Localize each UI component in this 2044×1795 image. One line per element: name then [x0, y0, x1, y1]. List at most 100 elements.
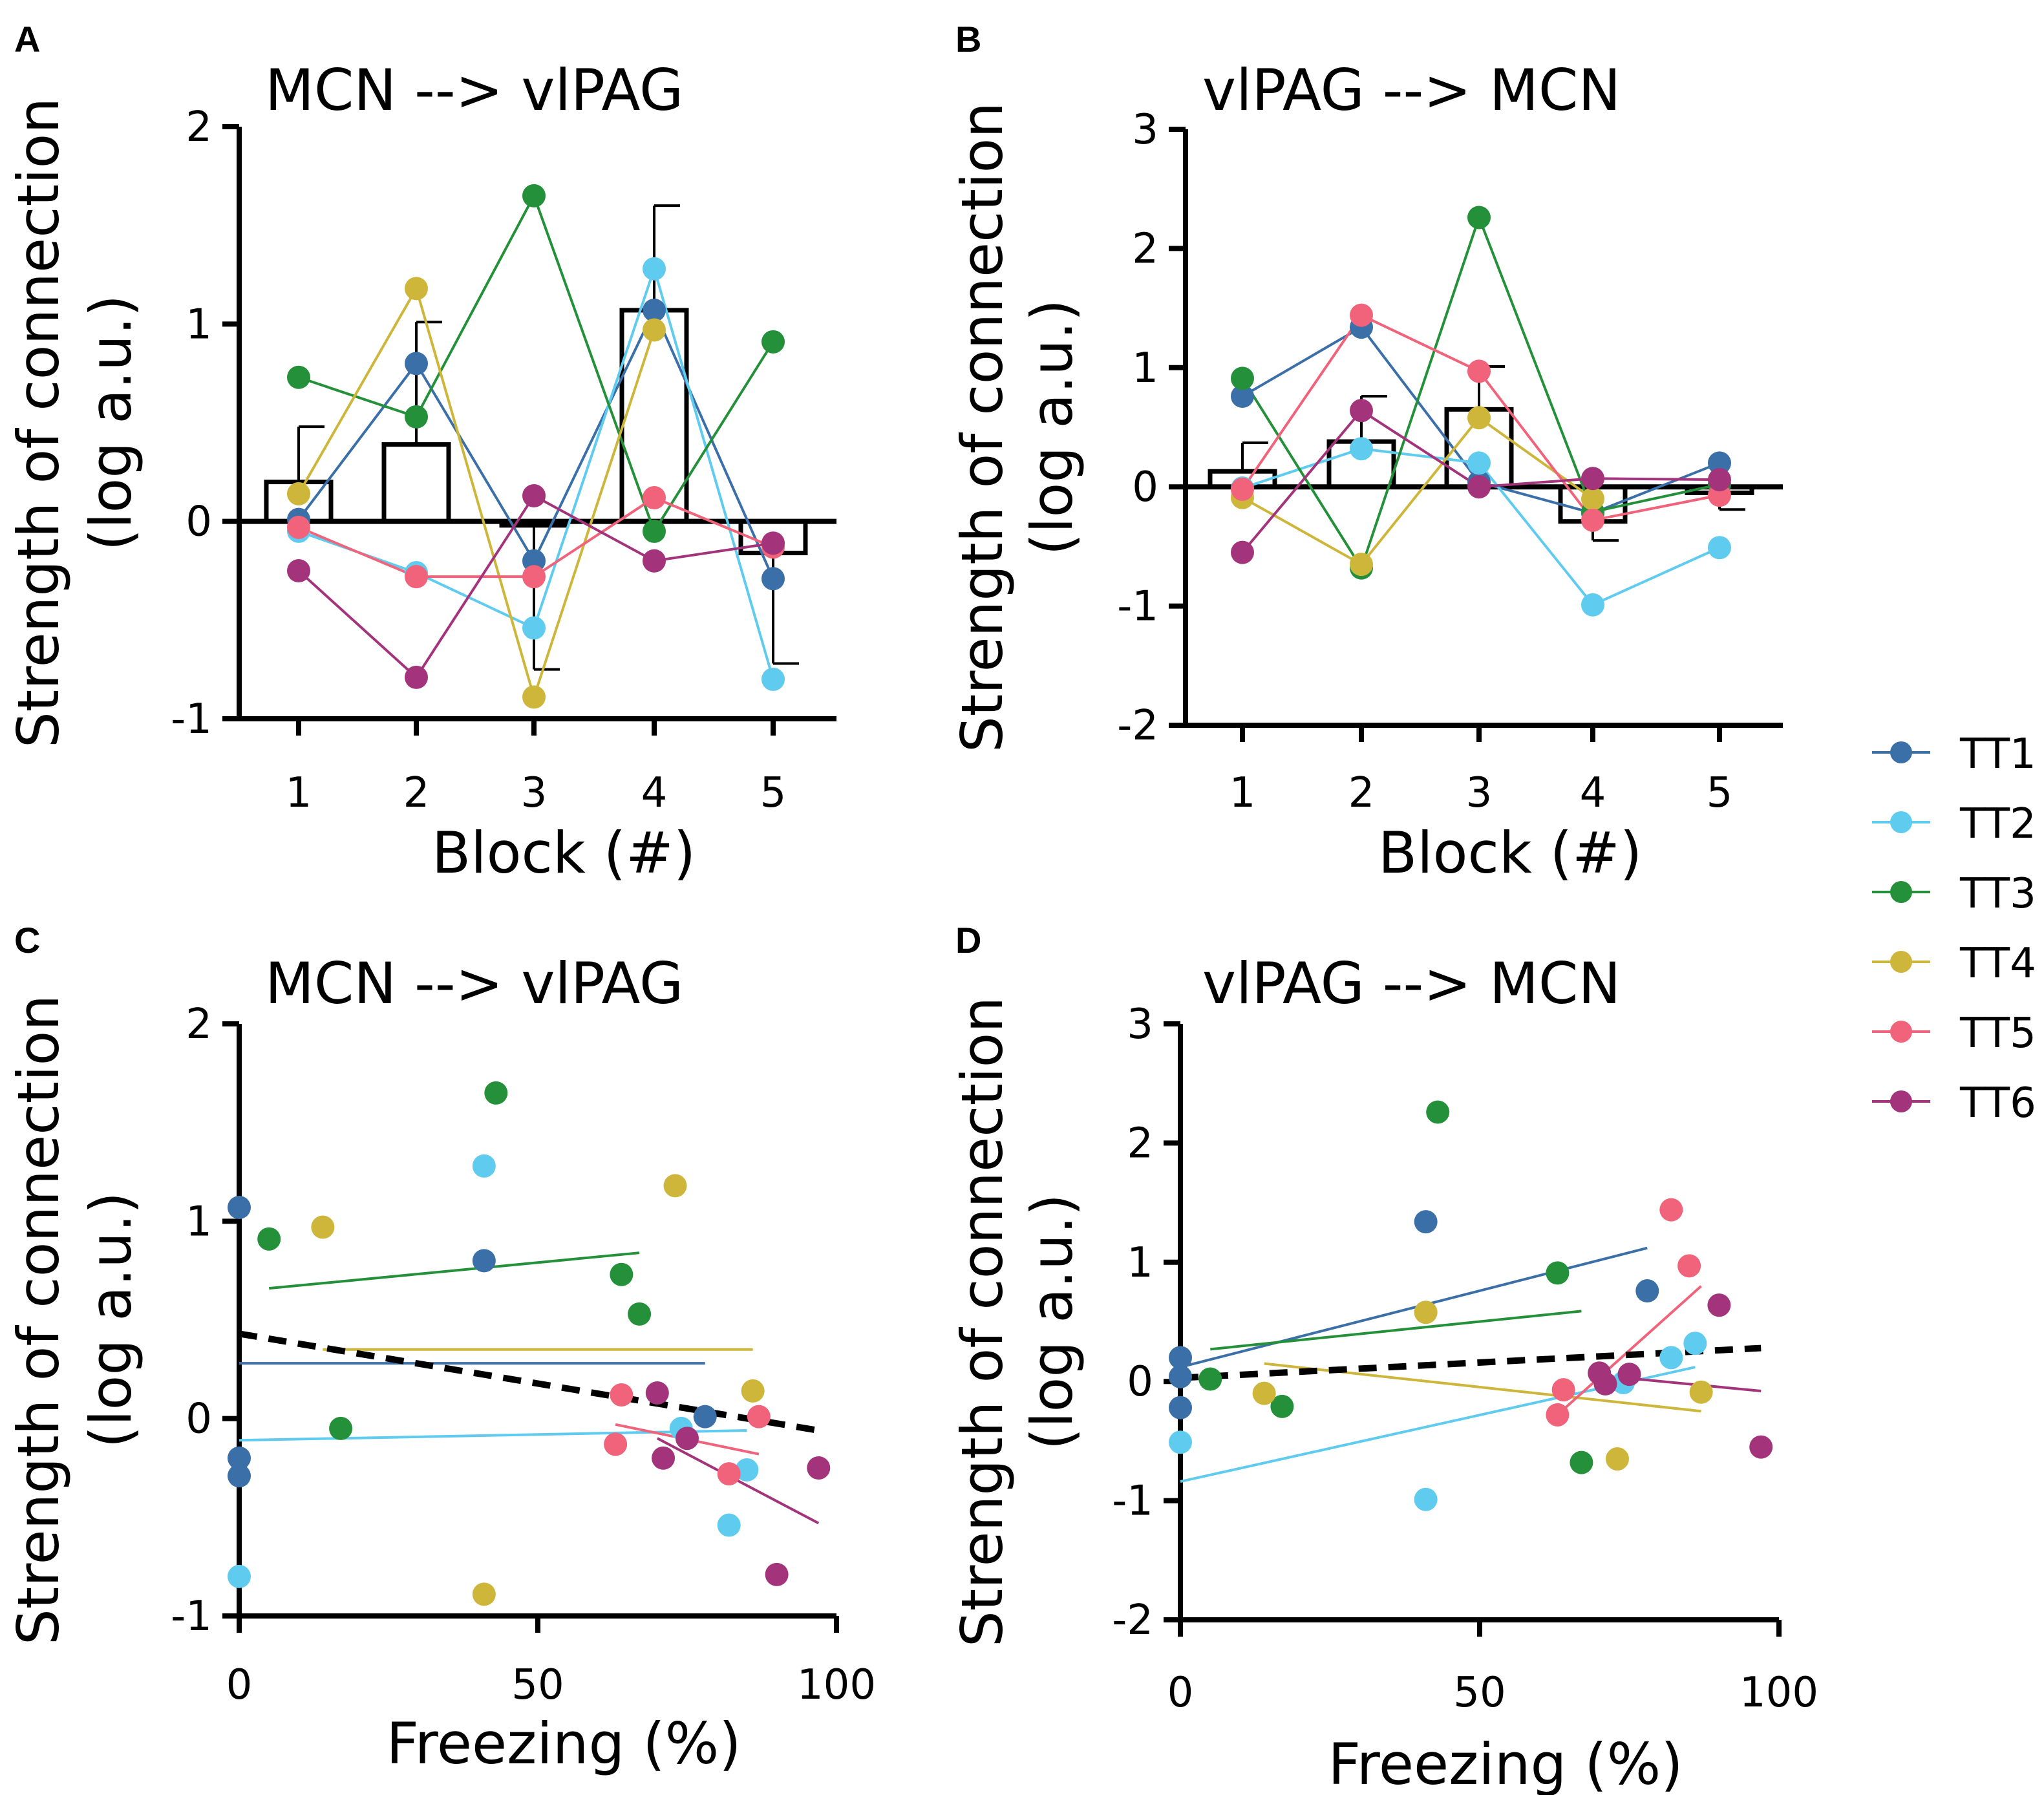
x-tick-label: 1 [286, 769, 312, 817]
data-point-tt3 [761, 330, 785, 354]
panel-letter: C [14, 920, 40, 961]
overall-fit-line [239, 1330, 820, 1434]
y-axis-subtitle: (log a.u.) [78, 1192, 144, 1448]
data-point-tt3 [610, 1262, 633, 1286]
data-point-tt2 [522, 616, 546, 640]
data-point-tt1 [228, 1446, 251, 1470]
y-tick-label: -2 [1117, 702, 1158, 750]
data-point-tt2 [1467, 451, 1491, 475]
y-axis-subtitle: (log a.u.) [1019, 299, 1085, 555]
data-point-tt3 [287, 365, 310, 389]
x-tick-label: 4 [641, 769, 668, 817]
data-point-tt3 [1546, 1261, 1570, 1285]
series-line-tt1 [297, 307, 774, 580]
series-line-tt4 [1242, 416, 1594, 566]
x-tick-label: 2 [403, 769, 430, 817]
data-point-tt1 [1708, 451, 1731, 475]
data-point-tt4 [1414, 1301, 1438, 1324]
data-point-tt1 [1414, 1210, 1438, 1234]
data-point-tt2 [1708, 536, 1731, 560]
data-point-tt3 [522, 184, 546, 207]
legend-marker-tt2 [1890, 811, 1912, 833]
legend-label-tt3: TT3 [1959, 870, 2036, 918]
x-tick-label: 2 [1348, 769, 1375, 817]
data-point-tt1 [228, 1464, 251, 1488]
data-point-tt1 [405, 352, 428, 376]
data-point-tt5 [610, 1383, 633, 1407]
data-point-tt3 [1231, 366, 1254, 390]
data-point-tt5 [1677, 1254, 1701, 1278]
data-point-tt6 [1593, 1372, 1617, 1396]
x-tick-label: 4 [1580, 769, 1606, 817]
data-point-tt4 [405, 277, 428, 301]
data-point-tt1 [472, 1249, 496, 1273]
panel-letter: B [955, 19, 981, 59]
y-tick-label: 2 [186, 1001, 212, 1048]
panel-letter: D [955, 920, 981, 961]
fit-line-tt5 [1557, 1285, 1702, 1416]
data-point-tt6 [1231, 540, 1254, 564]
data-point-tt3 [1198, 1367, 1222, 1391]
y-tick-label: 2 [1127, 1120, 1153, 1167]
data-point-tt2 [761, 667, 785, 691]
data-point-tt5 [717, 1462, 741, 1486]
y-tick-label: 1 [1127, 1239, 1153, 1287]
data-point-tt1 [1169, 1396, 1192, 1419]
y-axis-title: Strength of connection [5, 995, 72, 1645]
y-tick-label: 0 [1127, 1358, 1153, 1406]
x-tick-label: 100 [1740, 1669, 1818, 1717]
data-point-tt3 [329, 1416, 353, 1440]
x-tick-label: 50 [511, 1661, 564, 1709]
x-tick-label: 0 [226, 1661, 253, 1709]
data-point-tt2 [1169, 1430, 1192, 1454]
y-tick-label: -1 [1112, 1478, 1153, 1525]
data-point-tt3 [484, 1081, 508, 1105]
legend-label-tt1: TT1 [1959, 730, 2036, 778]
y-tick-label: 2 [186, 103, 212, 151]
data-point-tt2 [228, 1564, 251, 1588]
fit-line-tt3 [269, 1251, 640, 1290]
data-point-tt3 [257, 1227, 281, 1251]
chart-title: MCN --> vlPAG [265, 950, 683, 1017]
data-point-tt4 [522, 685, 546, 709]
fit-line-tt3 [1210, 1310, 1582, 1351]
legend-label-tt2: TT2 [1959, 800, 2036, 848]
data-point-tt6 [1617, 1363, 1641, 1386]
data-point-tt3 [1467, 206, 1491, 229]
legend-label-tt5: TT5 [1959, 1010, 2036, 1057]
y-tick-label: -1 [171, 1593, 212, 1641]
y-tick-label: -1 [1117, 583, 1158, 631]
data-point-tt5 [405, 565, 428, 589]
series-line-tt3 [1241, 213, 1720, 571]
data-point-tt6 [405, 665, 428, 689]
data-point-tt4 [311, 1215, 335, 1239]
bar [381, 442, 451, 524]
x-tick-label: 5 [760, 769, 787, 817]
legend-marker-tt1 [1890, 741, 1912, 763]
data-point-tt4 [663, 1174, 687, 1198]
x-tick-label: 3 [521, 769, 548, 817]
legend-marker-tt5 [1890, 1021, 1912, 1043]
y-axis-subtitle: (log a.u.) [1019, 1194, 1085, 1450]
data-point-tt2 [1659, 1346, 1683, 1370]
y-axis-title: Strength of connection [5, 98, 72, 748]
data-point-tt6 [761, 531, 785, 555]
data-point-tt1 [693, 1405, 717, 1429]
x-axis-title: Block (#) [432, 820, 696, 886]
data-point-tt1 [1231, 385, 1254, 409]
y-axis-title: Strength of connection [949, 102, 1016, 752]
y-tick-label: -2 [1112, 1597, 1153, 1644]
data-point-tt6 [643, 549, 666, 573]
data-point-tt1 [1169, 1365, 1192, 1388]
legend-label-tt4: TT4 [1959, 940, 2036, 988]
series-line-tt4 [297, 285, 655, 702]
series-line-tt3 [298, 192, 774, 535]
y-tick-label: 0 [186, 498, 212, 546]
legend-label-tt6: TT6 [1959, 1079, 2036, 1127]
data-point-tt6 [1467, 475, 1491, 499]
data-point-tt6 [676, 1427, 699, 1450]
y-axis-title: Strength of connection [949, 997, 1016, 1647]
data-point-tt2 [1683, 1332, 1707, 1355]
